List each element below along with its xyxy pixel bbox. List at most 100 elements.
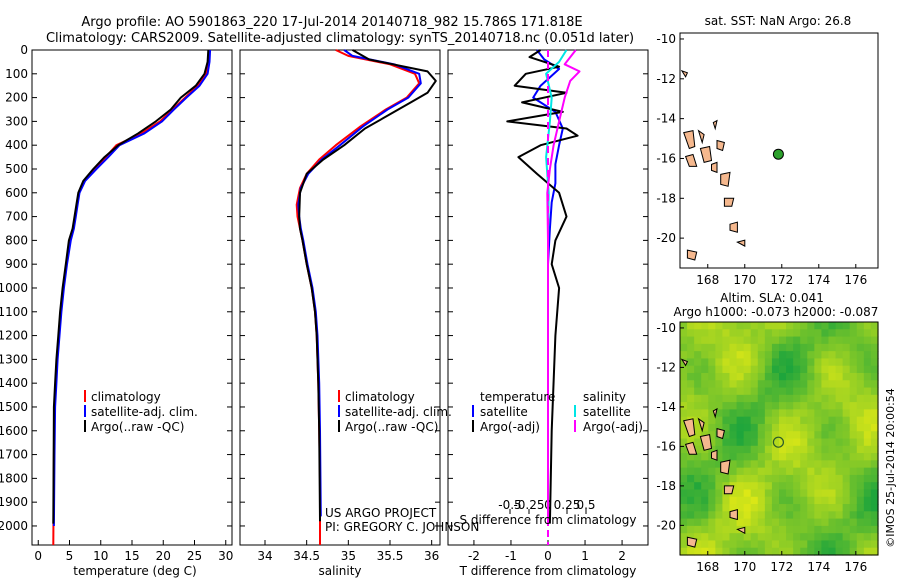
heatmap-cell [842,358,851,367]
heatmap-cell [757,482,766,491]
s-tick-label: 0.5 [576,498,595,512]
heatmap-cell [708,372,716,381]
heatmap-cell [814,518,823,527]
heatmap-cell [821,482,830,491]
heatmap-cell [863,372,872,381]
heatmap-cell [849,518,858,527]
difference-xlabel-t: T difference from climatology [459,564,637,578]
heatmap-cell [722,387,731,396]
heatmap-cell [814,351,823,360]
heatmap-cell [863,322,872,330]
heatmap-cell [779,482,787,491]
heatmap-cell [800,496,808,505]
heatmap-cell [750,322,759,330]
heatmap-cell [856,387,865,396]
heatmap-cell [814,540,823,549]
heatmap-cell [779,518,787,527]
heatmap-cell [757,533,766,542]
x-tick-label: 168 [696,273,719,287]
heatmap-cell [849,402,858,410]
y-tick-label: 700 [5,210,28,224]
heatmap-cell [821,372,830,381]
heatmap-cell [807,394,815,403]
heatmap-cell [722,438,731,447]
heatmap-cell [708,322,716,330]
heatmap-cell [863,423,872,432]
heatmap-cell [722,533,731,542]
salinity-ticks: 34 34.5 35 35.5 36 [240,49,440,563]
heatmap-cell [694,431,702,440]
heatmap-cell [743,336,752,345]
heatmap-cell [680,518,688,527]
heatmap-cell [870,438,879,447]
heatmap-cell [687,467,695,476]
heatmap-cell [863,453,872,461]
heatmap-cell [870,453,879,461]
heatmap-cell [715,380,724,389]
heatmap-cell [764,482,773,491]
heatmap-cell [736,431,745,440]
heatmap-cell [687,394,695,403]
y-tick-label: 900 [5,257,28,271]
x-tick-label: 30 [218,549,233,563]
heatmap-cell [750,365,759,374]
heatmap-cell [757,329,766,338]
heatmap-cell [779,460,787,469]
sst-map-ticks: 168 170 172 174 176 -10 -12 -14 -16 -18 -20 [656,32,867,287]
heatmap-cell [786,431,794,440]
heatmap-cell [764,387,773,396]
heatmap-cell [708,525,716,534]
heatmap-cell [757,423,766,432]
heatmap-cell [694,547,702,556]
heatmap-cell [680,467,688,476]
heatmap-cell [821,540,830,549]
heatmap-cell [849,423,858,432]
heatmap-cell [687,489,695,498]
heatmap-cell [729,431,738,440]
heatmap-cell [835,329,844,338]
heatmap-cell [708,343,716,352]
heatmap-cell [779,474,787,483]
heatmap-cell [870,533,879,542]
heatmap-cell [821,431,830,440]
heatmap-cell [849,453,858,461]
heatmap-cell [870,431,879,440]
heatmap-cell [736,387,745,396]
heatmap-cell [743,423,752,432]
heatmap-cell [779,489,787,498]
heatmap-cell [743,547,752,556]
heatmap-cell [842,496,851,505]
salinity-lines [295,49,437,545]
heatmap-cell [701,351,709,360]
heatmap-cell [842,351,851,360]
heatmap-cell [821,416,830,425]
heatmap-cell [821,511,830,520]
heatmap-cell [708,394,716,403]
heatmap-cell [828,402,837,410]
heatmap-cell [814,372,823,381]
heatmap-cell [793,525,801,534]
heatmap-cell [828,358,837,367]
heatmap-cell [729,365,738,374]
heatmap-cell [771,365,780,374]
heatmap-cell [821,467,830,476]
sla-map-land [680,358,746,548]
heatmap-cell [708,329,716,338]
x-tick-label: 15 [124,549,139,563]
heatmap-cell [800,402,808,410]
heatmap-cell [835,431,844,440]
heatmap-cell [779,365,787,374]
heatmap-cell [680,380,688,389]
heatmap-cell [863,467,872,476]
heatmap-cell [821,322,830,330]
heatmap-cell [750,518,759,527]
heatmap-cell [800,365,808,374]
heatmap-cell [701,518,709,527]
heatmap-cell [771,518,780,527]
heatmap-cell [835,547,844,556]
heatmap-cell [828,453,837,461]
heatmap-cell [842,460,851,469]
heatmap-cell [828,438,837,447]
sla-map-title-2: Argo h1000: -0.073 h2000: -0.087 [674,305,879,319]
heatmap-cell [708,482,716,491]
